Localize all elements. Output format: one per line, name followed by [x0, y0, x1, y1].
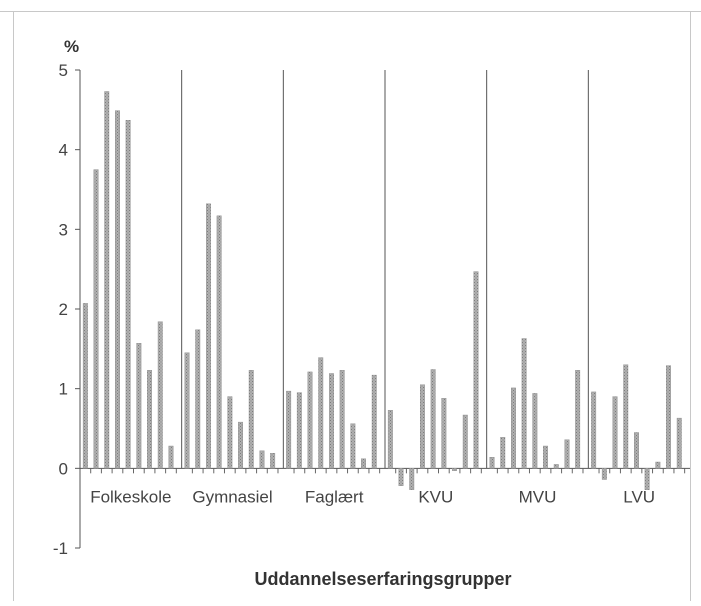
- y-tick-label: -1: [53, 539, 68, 558]
- bar: [125, 119, 131, 469]
- bar: [248, 370, 254, 469]
- group-label: MVU: [519, 487, 557, 506]
- bar: [398, 468, 404, 486]
- bar: [462, 414, 468, 469]
- group-label: Folkeskole: [90, 487, 171, 506]
- bar: [307, 371, 313, 469]
- bar: [136, 343, 142, 469]
- group-label: LVU: [623, 487, 655, 506]
- bar: [361, 458, 366, 469]
- y-axis-title: %: [64, 37, 79, 56]
- bar: [82, 303, 88, 469]
- bar: [564, 439, 570, 469]
- bar: [270, 453, 276, 469]
- bar: [147, 370, 153, 469]
- bar: [634, 432, 639, 469]
- bar: [216, 215, 222, 469]
- bar: [195, 329, 201, 469]
- bar: [93, 169, 99, 469]
- bar: [591, 391, 597, 469]
- bar: [521, 338, 527, 469]
- bar: [420, 384, 425, 469]
- bar: [329, 373, 334, 469]
- bar: [286, 390, 292, 469]
- bar: [205, 203, 211, 469]
- bar: [666, 365, 671, 469]
- bar: [676, 417, 682, 469]
- group-label: KVU: [418, 487, 453, 506]
- bar: [157, 321, 163, 469]
- y-tick-label: 5: [59, 61, 68, 80]
- bar: [114, 110, 120, 469]
- bar: [104, 91, 110, 469]
- bar: [575, 370, 581, 469]
- bar: [644, 468, 650, 490]
- bar: [184, 352, 190, 469]
- bar: [168, 445, 174, 469]
- bar: [339, 370, 345, 469]
- bar: [489, 457, 495, 469]
- y-tick-label: 0: [59, 459, 68, 478]
- bar: [371, 374, 377, 469]
- bar: [500, 437, 506, 469]
- bar: [473, 271, 479, 469]
- x-axis-title: Uddannelseserfaringsgrupper: [254, 569, 511, 589]
- y-tick-label: 1: [59, 380, 68, 399]
- y-tick-label: 2: [59, 300, 68, 319]
- bar: [655, 461, 661, 469]
- bar: [543, 445, 548, 469]
- bar: [430, 369, 436, 469]
- bar: [511, 387, 516, 469]
- bar: [623, 364, 629, 469]
- bar: [387, 410, 393, 469]
- bar: [452, 468, 457, 471]
- left-border: [13, 11, 14, 601]
- bar: [296, 392, 302, 469]
- bar: [601, 468, 607, 480]
- group-label: Faglært: [305, 487, 364, 506]
- bar: [238, 421, 244, 469]
- group-label: Gymnasiel: [192, 487, 272, 506]
- bar: [318, 357, 324, 469]
- bar: [259, 450, 265, 469]
- bar: [227, 396, 233, 469]
- right-border: [690, 11, 691, 601]
- bar: [350, 423, 356, 469]
- bar: [532, 393, 538, 469]
- y-tick-label: 4: [59, 141, 68, 160]
- top-border: [0, 11, 701, 12]
- bar: [612, 396, 618, 469]
- bar: [441, 398, 447, 469]
- bar: [409, 468, 415, 490]
- bar: [553, 464, 559, 469]
- y-tick-label: 3: [59, 220, 68, 239]
